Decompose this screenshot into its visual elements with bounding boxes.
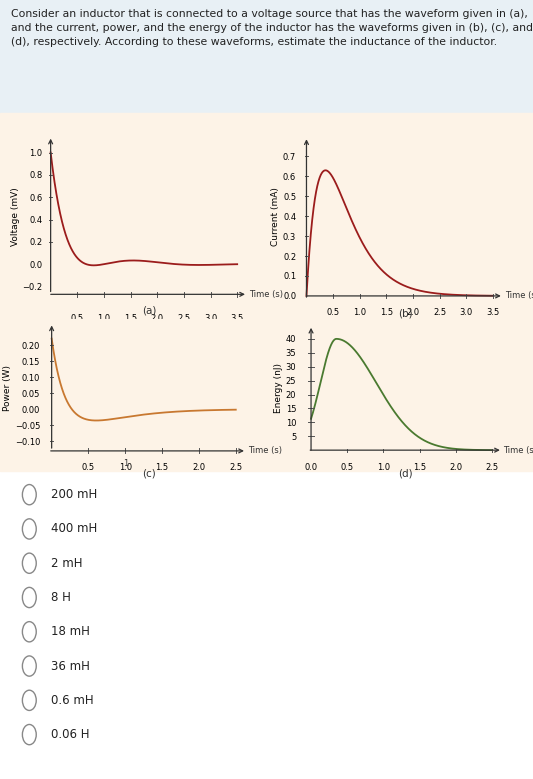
Text: Time (s): Time (s) <box>247 446 281 456</box>
Text: Time (s): Time (s) <box>505 291 533 301</box>
Text: Time (s): Time (s) <box>504 446 533 455</box>
Text: 0.06 H: 0.06 H <box>51 728 89 741</box>
Text: 1: 1 <box>123 459 128 468</box>
Text: 400 mH: 400 mH <box>51 523 97 535</box>
Text: 2 mH: 2 mH <box>51 557 82 569</box>
Text: (c): (c) <box>142 468 156 478</box>
Text: Time (s): Time (s) <box>249 290 283 299</box>
Text: (b): (b) <box>398 308 413 319</box>
Text: 8 H: 8 H <box>51 591 70 604</box>
Text: Consider an inductor that is connected to a voltage source that has the waveform: Consider an inductor that is connected t… <box>11 9 532 48</box>
Text: 18 mH: 18 mH <box>51 626 90 638</box>
Y-axis label: Voltage (mV): Voltage (mV) <box>11 187 20 245</box>
Text: 36 mH: 36 mH <box>51 660 90 672</box>
Text: (d): (d) <box>398 468 413 478</box>
Y-axis label: Power (W): Power (W) <box>3 365 12 411</box>
Text: (a): (a) <box>142 305 156 315</box>
Y-axis label: Energy (nJ): Energy (nJ) <box>274 362 283 413</box>
Text: 200 mH: 200 mH <box>51 488 97 501</box>
Y-axis label: Current (mA): Current (mA) <box>271 187 280 245</box>
Text: 0.6 mH: 0.6 mH <box>51 694 93 707</box>
